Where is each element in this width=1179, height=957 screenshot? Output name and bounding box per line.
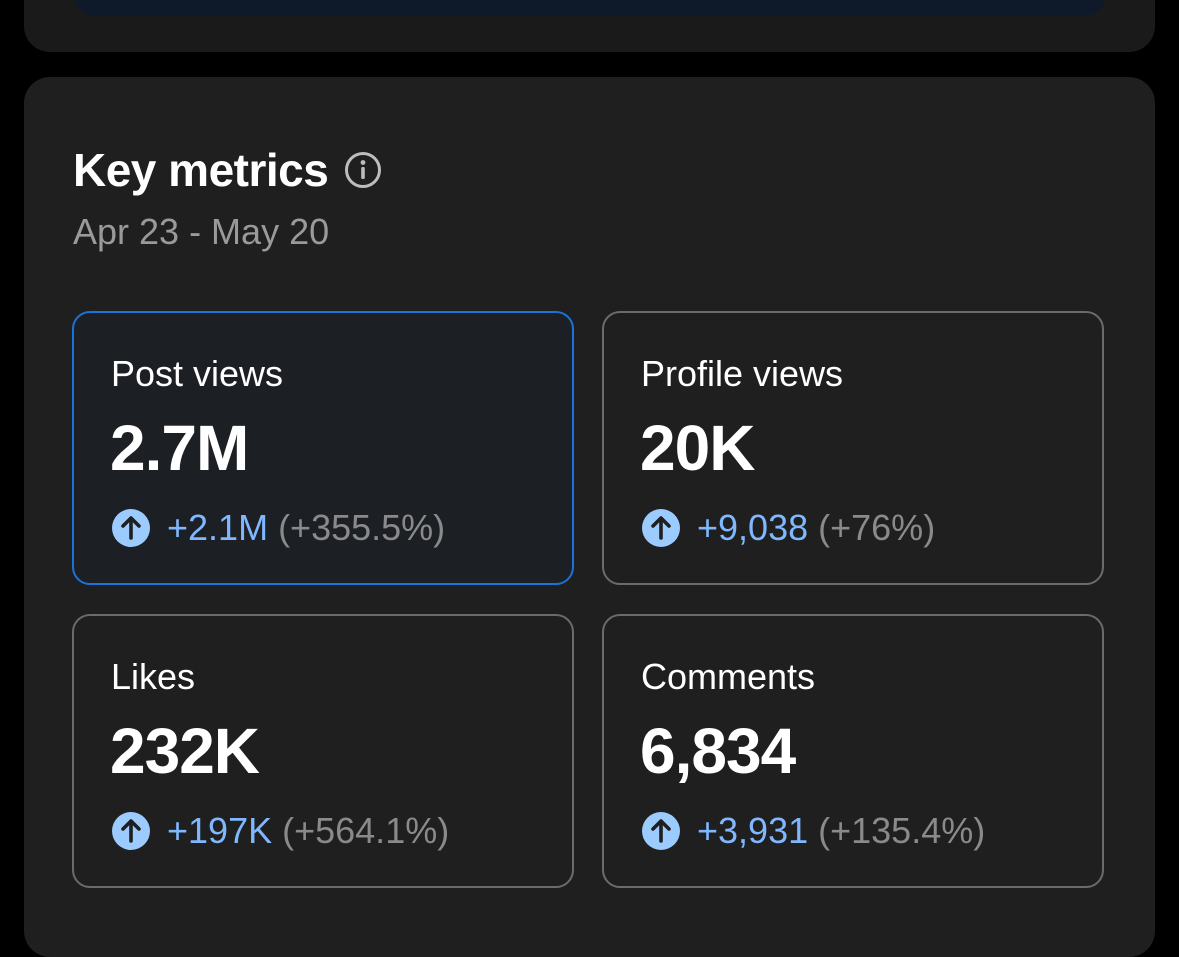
metric-value: 2.7M (110, 412, 249, 484)
arrow-up-circle-icon (642, 812, 680, 850)
metric-delta: +9,038 (697, 507, 809, 548)
previous-card-bar[interactable] (74, 0, 1106, 16)
metric-percent: (+135.4%) (818, 810, 986, 851)
metric-label: Likes (111, 656, 196, 697)
metric-delta: +2.1M (167, 507, 269, 548)
metric-change: +2.1M (+355.5%) (111, 507, 445, 549)
metric-percent: (+355.5%) (278, 507, 446, 548)
date-range: Apr 23 - May 20 (73, 211, 330, 252)
metric-change: +197K (+564.1%) (111, 810, 449, 852)
metric-value: 232K (110, 715, 260, 787)
metric-tile-profile-views[interactable]: Profile views 20K +9,038 (+76%) (602, 311, 1104, 585)
metric-tile-comments[interactable]: Comments 6,834 +3,931 (+135.4%) (602, 614, 1104, 888)
metric-delta: +3,931 (697, 810, 809, 851)
metric-percent: (+76%) (818, 507, 936, 548)
key-metrics-title: Key metrics (73, 144, 329, 196)
metric-tile-likes[interactable]: Likes 232K +197K (+564.1%) (72, 614, 574, 888)
metric-tile-post-views[interactable]: Post views 2.7M +2.1M (+355.5%) (72, 311, 574, 585)
info-icon[interactable] (344, 151, 382, 189)
key-metrics-card: Key metrics Apr 23 - May 20 Post views 2… (24, 77, 1155, 957)
previous-card (24, 0, 1155, 52)
arrow-up-circle-icon (112, 812, 150, 850)
metric-change: +9,038 (+76%) (641, 507, 935, 549)
metric-label: Profile views (641, 353, 844, 394)
metric-delta: +197K (167, 810, 273, 851)
metric-label: Comments (641, 656, 816, 697)
arrow-up-circle-icon (642, 509, 680, 547)
metric-label: Post views (111, 353, 284, 394)
arrow-up-circle-icon (112, 509, 150, 547)
metric-value: 20K (640, 412, 755, 484)
metric-change: +3,931 (+135.4%) (641, 810, 985, 852)
key-metrics-header: Key metrics (73, 143, 382, 197)
metric-value: 6,834 (640, 715, 796, 787)
metric-percent: (+564.1%) (282, 810, 450, 851)
